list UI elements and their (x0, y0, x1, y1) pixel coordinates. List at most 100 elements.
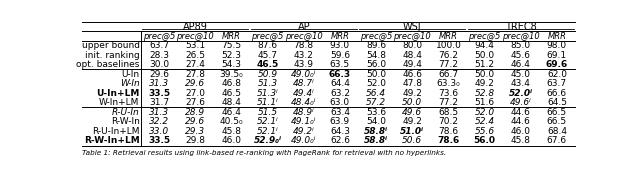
Text: 45.8: 45.8 (221, 127, 241, 136)
Text: 40.5₀: 40.5₀ (220, 117, 243, 126)
Text: 50.0: 50.0 (402, 98, 422, 107)
Text: 26.5: 26.5 (185, 51, 205, 60)
Text: 98.0: 98.0 (547, 41, 567, 50)
Text: 51.0ⁱ: 51.0ⁱ (400, 127, 424, 136)
Text: 69.1: 69.1 (547, 51, 567, 60)
Text: 49.2: 49.2 (475, 79, 495, 88)
Text: 28.3: 28.3 (149, 51, 169, 60)
Text: 45.0: 45.0 (511, 70, 531, 79)
Text: 29.3: 29.3 (185, 127, 205, 136)
Text: W-In+LM: W-In+LM (99, 98, 140, 107)
Text: 69.6: 69.6 (546, 60, 568, 69)
Text: 33.5: 33.5 (148, 89, 170, 98)
Text: Table 1: Retrieval results using link-based re-ranking with PageRank for retriev: Table 1: Retrieval results using link-ba… (83, 150, 447, 156)
Text: 50.6: 50.6 (402, 136, 422, 145)
Text: 49.4: 49.4 (403, 60, 422, 69)
Text: 31.3: 31.3 (149, 79, 169, 88)
Text: 53.6: 53.6 (366, 108, 386, 117)
Text: 57.2: 57.2 (366, 98, 386, 107)
Text: 66.3: 66.3 (329, 70, 351, 79)
Text: 77.2: 77.2 (438, 98, 458, 107)
Text: upper bound: upper bound (81, 41, 140, 50)
Text: 52.3: 52.3 (221, 51, 241, 60)
Text: 46.8: 46.8 (221, 79, 241, 88)
Text: 77.2: 77.2 (438, 60, 458, 69)
Text: 51.3ⁱ: 51.3ⁱ (257, 89, 278, 98)
Text: 76.2: 76.2 (438, 51, 458, 60)
Text: prec@10: prec@10 (285, 32, 323, 41)
Text: 46.4: 46.4 (511, 60, 531, 69)
Text: 43.4: 43.4 (511, 79, 531, 88)
Text: 50.0: 50.0 (474, 70, 495, 79)
Text: 52.0: 52.0 (474, 108, 495, 117)
Text: 63.9: 63.9 (330, 117, 350, 126)
Text: 62.0: 62.0 (547, 70, 567, 79)
Text: 45.6: 45.6 (511, 51, 531, 60)
Text: 64.5: 64.5 (547, 98, 567, 107)
Text: 89.6: 89.6 (366, 41, 386, 50)
Text: 52.0: 52.0 (366, 79, 386, 88)
Text: 52.4: 52.4 (474, 117, 495, 126)
Text: 48.7ⁱ: 48.7ⁱ (293, 79, 315, 88)
Text: opt. baselines: opt. baselines (76, 60, 140, 69)
Text: 29.6: 29.6 (185, 117, 205, 126)
Text: 63.5: 63.5 (330, 60, 350, 69)
Text: MRR: MRR (439, 32, 458, 41)
Text: 29.6: 29.6 (185, 79, 205, 88)
Text: 49.6: 49.6 (402, 108, 422, 117)
Text: 46.4: 46.4 (221, 108, 241, 117)
Text: prec@5: prec@5 (468, 32, 500, 41)
Text: 70.2: 70.2 (438, 117, 458, 126)
Text: 52.0ⁱ: 52.0ⁱ (509, 89, 533, 98)
Text: 48.4₀ⁱ: 48.4₀ⁱ (291, 98, 316, 107)
Text: 51.6: 51.6 (474, 98, 495, 107)
Text: 85.0: 85.0 (511, 41, 531, 50)
Text: 31.7: 31.7 (149, 98, 169, 107)
Text: 66.5: 66.5 (547, 117, 567, 126)
Text: 33.0: 33.0 (149, 127, 169, 136)
Text: 27.8: 27.8 (185, 70, 205, 79)
Text: 63.0: 63.0 (330, 98, 350, 107)
Text: 51.1ⁱ: 51.1ⁱ (257, 98, 278, 107)
Text: 46.5: 46.5 (221, 89, 241, 98)
Text: R-W-In+LM: R-W-In+LM (84, 136, 140, 145)
Text: 80.0: 80.0 (402, 41, 422, 50)
Text: W-In: W-In (120, 79, 140, 88)
Text: 47.8: 47.8 (403, 79, 422, 88)
Text: 30.0: 30.0 (149, 60, 169, 69)
Text: 63.4: 63.4 (330, 108, 350, 117)
Text: 27.4: 27.4 (186, 60, 205, 69)
Text: 59.6: 59.6 (330, 51, 350, 60)
Text: 51.2: 51.2 (475, 60, 495, 69)
Text: 28.9: 28.9 (185, 108, 205, 117)
Text: 78.6: 78.6 (437, 136, 460, 145)
Text: MRR: MRR (547, 32, 566, 41)
Text: 67.6: 67.6 (547, 136, 567, 145)
Text: prec@5: prec@5 (360, 32, 392, 41)
Text: 56.0: 56.0 (474, 136, 495, 145)
Text: 43.9: 43.9 (294, 60, 314, 69)
Text: 87.6: 87.6 (257, 41, 278, 50)
Text: 46.5: 46.5 (257, 60, 278, 69)
Text: 52.9₀ⁱ: 52.9₀ⁱ (253, 136, 282, 145)
Text: 46.0: 46.0 (511, 127, 531, 136)
Text: AP: AP (298, 22, 310, 32)
Text: 49.1₀ⁱ: 49.1₀ⁱ (291, 117, 316, 126)
Text: 49.0₀ⁱ: 49.0₀ⁱ (291, 70, 316, 79)
Text: prec@10: prec@10 (502, 32, 540, 41)
Text: 29.8: 29.8 (185, 136, 205, 145)
Text: 43.2: 43.2 (294, 51, 314, 60)
Text: 68.4: 68.4 (547, 127, 567, 136)
Text: init. ranking: init. ranking (84, 51, 140, 60)
Text: 63.2: 63.2 (330, 89, 350, 98)
Text: R-U-In+LM: R-U-In+LM (92, 127, 140, 136)
Text: 48.9ⁱ: 48.9ⁱ (293, 108, 315, 117)
Text: 53.1: 53.1 (185, 41, 205, 50)
Text: 49.2: 49.2 (403, 117, 422, 126)
Text: 62.6: 62.6 (330, 136, 350, 145)
Text: prec@10: prec@10 (394, 32, 431, 41)
Text: 49.4ⁱ: 49.4ⁱ (293, 89, 315, 98)
Text: 49.0₀ⁱ: 49.0₀ⁱ (291, 136, 316, 145)
Text: 29.6: 29.6 (149, 70, 169, 79)
Text: 56.0: 56.0 (366, 60, 386, 69)
